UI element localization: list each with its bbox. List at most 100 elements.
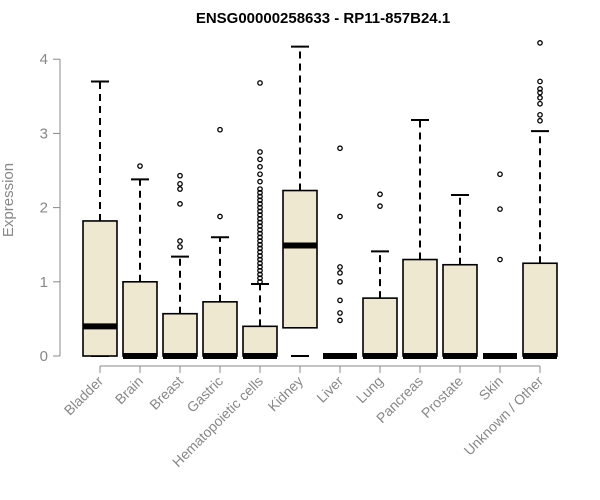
outlier-point: [257, 189, 263, 196]
outlier-point: [177, 181, 183, 187]
outlier-point: [257, 193, 263, 200]
x-tick-label: Breast: [146, 373, 186, 413]
outlier-point: [257, 163, 263, 170]
outlier-point: [537, 40, 543, 46]
outlier-point: [337, 297, 343, 304]
outlier-point: [257, 275, 263, 281]
box-group: [323, 145, 357, 359]
outlier-point: [257, 208, 263, 215]
outlier-point: [257, 204, 263, 211]
y-tick-label: 1: [40, 274, 48, 291]
y-tick-label: 2: [40, 200, 48, 217]
box-iqr: [122, 280, 158, 357]
outlier-point: [257, 234, 263, 241]
outlier-point: [257, 260, 263, 267]
box-iqr: [402, 258, 438, 357]
outlier-point: [537, 86, 543, 92]
box-group: [82, 80, 118, 357]
outlier-point: [257, 241, 263, 248]
box-iqr: [242, 325, 278, 357]
box-iqr: [282, 189, 318, 329]
box-group: [402, 119, 438, 359]
box-group: [242, 80, 278, 359]
outlier-point: [537, 89, 543, 96]
y-axis-label: Expression: [0, 163, 17, 237]
outlier-point: [257, 149, 263, 155]
outlier-point: [257, 171, 263, 178]
outlier-point: [257, 186, 263, 192]
outlier-point: [337, 278, 343, 285]
outlier-point: [497, 206, 503, 212]
outlier-point: [497, 171, 503, 178]
outlier-point: [257, 178, 263, 185]
outlier-point: [257, 271, 263, 278]
x-tick-label: Prostate: [418, 373, 466, 421]
outlier-point: [257, 256, 263, 263]
outlier-point: [537, 78, 543, 85]
outlier-point: [177, 186, 183, 192]
y-axis: 0 1 2 3 4: [40, 51, 61, 365]
outlier-point: [257, 249, 263, 255]
outlier-point: [337, 264, 343, 270]
outlier-point: [537, 94, 543, 101]
x-tick-label: Liver: [313, 373, 346, 406]
outlier-point: [337, 145, 343, 152]
outlier-point: [337, 317, 343, 324]
outlier-point: [257, 267, 263, 274]
outlier-point: [257, 227, 263, 233]
y-tick-label: 4: [40, 51, 48, 68]
box-group: [522, 40, 558, 359]
y-tick-label: 3: [40, 125, 48, 142]
outlier-point: [337, 270, 343, 276]
box-iqr: [202, 301, 238, 357]
box-iqr: [522, 262, 558, 357]
outlier-point: [217, 213, 223, 220]
outlier-point: [177, 244, 183, 250]
outlier-point: [257, 197, 263, 204]
y-tick-label: 0: [40, 348, 48, 365]
outlier-point: [257, 264, 263, 270]
box-group: [442, 193, 478, 359]
box-group: [162, 172, 198, 359]
outlier-point: [257, 80, 263, 86]
outlier-point: [377, 203, 383, 209]
x-tick-label: Skin: [476, 373, 507, 404]
outlier-point: [257, 212, 263, 218]
box-group: [362, 191, 398, 359]
chart-title: ENSG00000258633 - RP11-857B24.1: [196, 10, 450, 27]
box-iqr: [82, 220, 118, 357]
box-group: [202, 126, 238, 359]
outlier-point: [337, 310, 343, 316]
outlier-point: [257, 252, 263, 259]
box-group: [282, 45, 318, 357]
outlier-point: [537, 112, 543, 118]
outlier-point: [537, 117, 543, 124]
outlier-point: [217, 126, 223, 133]
outlier-point: [257, 156, 263, 163]
outlier-point: [257, 215, 263, 222]
outlier-point: [177, 172, 183, 179]
outlier-point: [177, 238, 183, 244]
box-iqr: [442, 263, 478, 357]
outlier-point: [377, 191, 383, 198]
outlier-point: [257, 230, 263, 237]
outlier-point: [177, 201, 183, 207]
outlier-point: [257, 278, 263, 285]
outlier-point: [337, 213, 343, 220]
box-group: [483, 171, 517, 359]
boxes-layer: [82, 40, 558, 359]
box-iqr: [162, 312, 198, 357]
outlier-point: [257, 238, 263, 244]
outlier-point: [257, 201, 263, 207]
outlier-point: [497, 256, 503, 263]
x-tick-label: Lung: [353, 373, 386, 406]
x-tick-label: Bladder: [61, 373, 107, 419]
box-group: [122, 163, 158, 359]
outlier-point: [257, 219, 263, 226]
outlier-point: [257, 223, 263, 229]
outlier-point: [257, 245, 263, 252]
x-tick-label: Kidney: [265, 373, 307, 415]
box-iqr: [362, 297, 398, 357]
